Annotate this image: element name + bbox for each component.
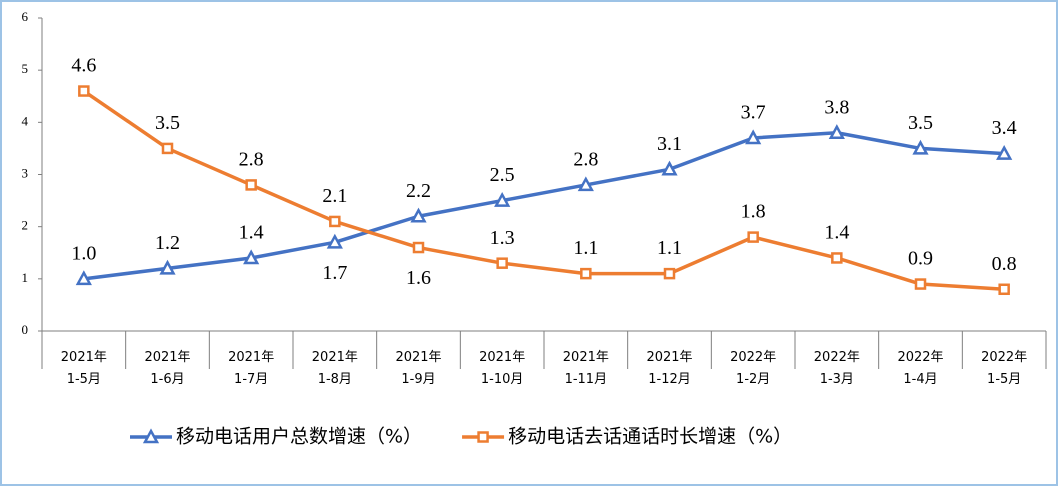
- point: [78, 85, 90, 97]
- y-tick-label: 5: [22, 61, 29, 76]
- data-label: 1.6: [406, 267, 431, 289]
- data-label: 1.7: [322, 262, 347, 284]
- legend-label: 移动电话用户总数增速（%）: [176, 426, 422, 448]
- data-label: 2.8: [573, 149, 598, 171]
- x-tick-label: 2021年 1-8月: [312, 350, 358, 387]
- x-tick-label: 2022年 1-2月: [730, 350, 776, 387]
- point: [577, 176, 594, 192]
- point: [828, 124, 845, 140]
- point: [831, 252, 843, 264]
- point: [412, 241, 425, 254]
- point: [580, 267, 592, 280]
- legend-marker: [142, 428, 160, 444]
- data-label: 0.9: [908, 248, 933, 270]
- series-line: [82, 89, 1005, 292]
- data-label: 1.2: [155, 232, 180, 254]
- point: [996, 145, 1013, 160]
- data-label: 1.8: [741, 201, 766, 223]
- data-label: 1.1: [657, 237, 682, 259]
- data-label: 3.5: [155, 112, 180, 134]
- x-tick-label: 2021年 1-11月: [563, 350, 609, 387]
- legend-label: 移动电话去话通话时长增速（%）: [508, 426, 792, 448]
- data-label: 1.4: [239, 222, 264, 244]
- point: [161, 142, 174, 155]
- x-tick-label: 2021年 1-6月: [144, 350, 190, 387]
- data-label: 3.7: [741, 102, 766, 124]
- point: [243, 249, 260, 265]
- y-tick-label: 3: [22, 165, 29, 180]
- point: [745, 129, 762, 145]
- data-label: 2.1: [322, 185, 347, 207]
- data-label: 4.6: [71, 55, 96, 77]
- point: [912, 139, 929, 155]
- data-label: 2.5: [490, 164, 515, 186]
- point: [159, 259, 176, 275]
- point: [496, 257, 508, 269]
- data-label: 2.8: [239, 149, 264, 171]
- x-tick-label: 2022年 1-5月: [981, 350, 1027, 387]
- series-line: [83, 131, 1005, 281]
- data-label: 3.8: [824, 96, 849, 118]
- x-tick-label: 2021年 1-10月: [479, 350, 525, 387]
- y-tick-label: 4: [22, 113, 29, 128]
- x-tick-label: 2021年 1-9月: [395, 350, 441, 387]
- point: [75, 270, 92, 286]
- point: [747, 231, 759, 243]
- point: [663, 267, 676, 280]
- x-tick-label: 2021年 1-5月: [61, 350, 107, 387]
- x-tick-label: 2022年 1-3月: [814, 350, 860, 387]
- data-label: 3.4: [992, 117, 1017, 139]
- point: [410, 207, 427, 223]
- point: [661, 160, 678, 176]
- data-label: 1.4: [824, 222, 849, 244]
- x-tick-label: 2021年 1-12月: [646, 350, 692, 387]
- x-tick-label: 2022年 1-4月: [897, 350, 943, 387]
- data-label: 1.1: [573, 237, 598, 259]
- legend-marker: [477, 431, 489, 443]
- y-tick-label: 0: [22, 322, 29, 337]
- point: [914, 278, 927, 290]
- data-label: 1.0: [71, 242, 96, 264]
- point: [998, 283, 1010, 296]
- data-label: 0.8: [992, 253, 1017, 275]
- point: [326, 233, 343, 249]
- point: [329, 215, 341, 228]
- data-label: 1.3: [490, 227, 515, 249]
- data-label: 2.2: [406, 180, 431, 202]
- point: [494, 191, 511, 207]
- y-tick-label: 1: [22, 270, 29, 285]
- y-tick-label: 2: [22, 218, 29, 233]
- data-label: 3.5: [908, 112, 933, 134]
- data-label: 3.1: [657, 133, 682, 155]
- point: [245, 179, 257, 191]
- y-tick-label: 6: [22, 9, 29, 24]
- x-tick-label: 2021年 1-7月: [228, 350, 274, 387]
